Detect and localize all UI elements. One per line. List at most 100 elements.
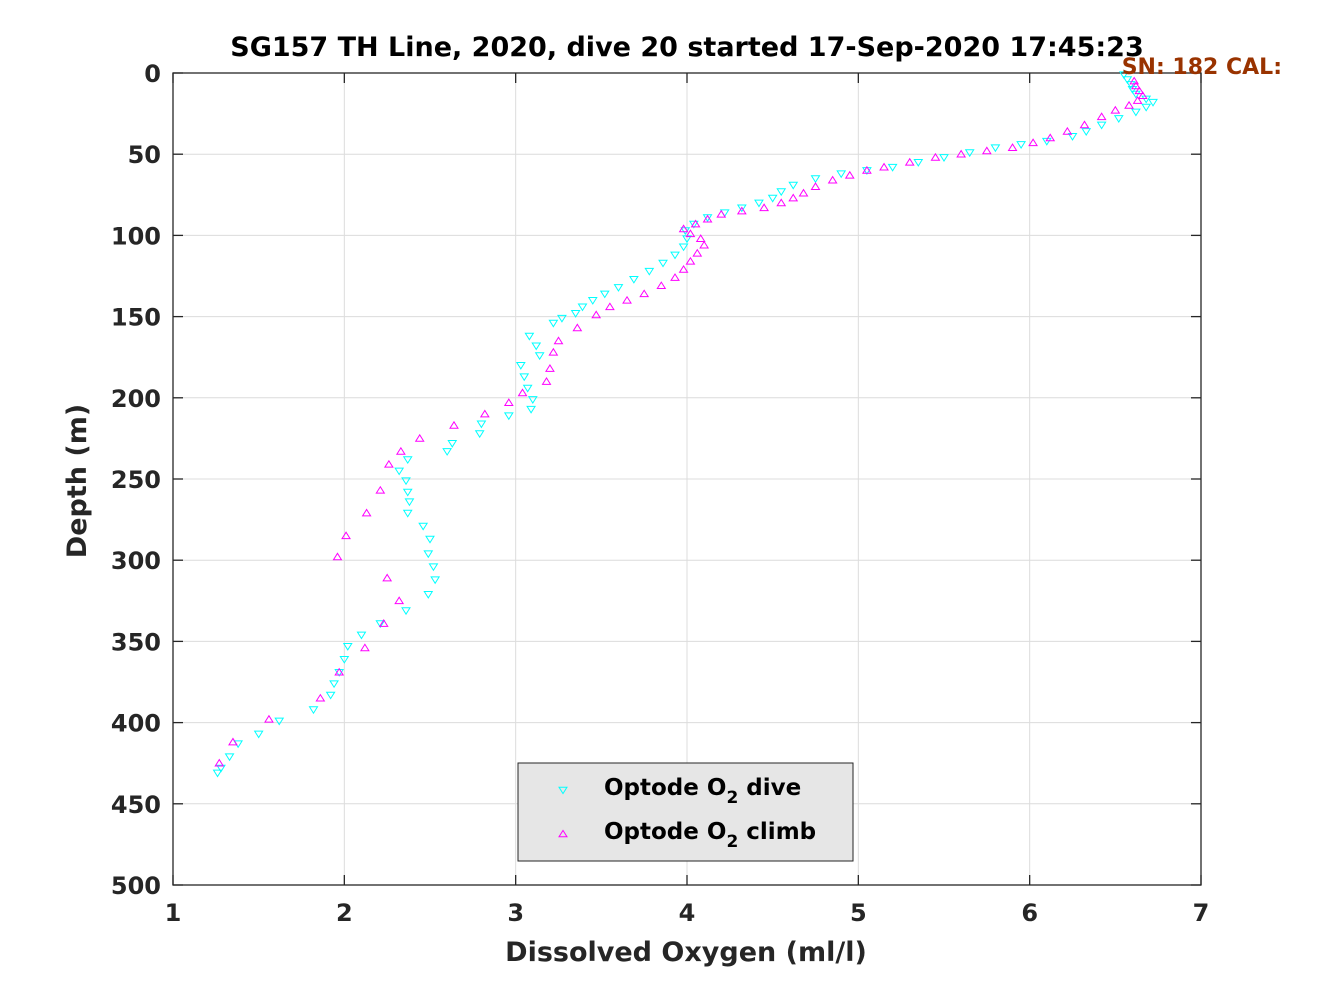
- climb-point: [394, 596, 405, 605]
- climb-point: [685, 229, 696, 238]
- climb-point: [214, 758, 225, 767]
- climb-point: [699, 240, 710, 249]
- dive-point: [404, 498, 415, 507]
- climb-point: [378, 618, 389, 627]
- y-tick-label: 200: [111, 385, 161, 413]
- series-climb-points: [214, 76, 1148, 767]
- climb-point: [798, 188, 809, 197]
- dive-point: [402, 509, 413, 518]
- legend-label-climb: Optode O2 climb: [604, 819, 816, 852]
- dive-point: [339, 655, 350, 664]
- dive-point: [736, 204, 747, 213]
- dive-point: [476, 420, 487, 429]
- dive-point: [1016, 141, 1027, 149]
- climb-point: [695, 234, 706, 242]
- x-tick-label: 7: [1193, 899, 1210, 927]
- dive-point: [342, 642, 353, 651]
- climb-point: [685, 256, 696, 265]
- climb-point: [1130, 81, 1141, 90]
- climb-point: [359, 643, 370, 652]
- climb-point: [810, 182, 821, 190]
- climb-point: [678, 264, 689, 273]
- climb-point: [956, 149, 967, 158]
- climb-point: [776, 198, 787, 207]
- dive-point: [913, 159, 924, 167]
- dive-point: [401, 477, 411, 486]
- plot-frame: [172, 72, 1202, 886]
- climb-point: [1129, 76, 1140, 85]
- dive-point: [402, 488, 413, 497]
- dive-point: [678, 243, 689, 252]
- climb-point: [670, 273, 680, 281]
- x-tick-label: 5: [850, 899, 867, 927]
- y-tick-label: 350: [111, 628, 161, 656]
- climb-point: [702, 214, 713, 223]
- climb-point: [553, 336, 564, 345]
- climb-point: [545, 364, 555, 372]
- climb-point: [1079, 120, 1090, 129]
- dive-point: [430, 576, 441, 585]
- climb-point: [334, 667, 345, 676]
- climb-point: [383, 459, 394, 468]
- dive-point: [522, 384, 533, 393]
- dive-point: [329, 680, 339, 689]
- dive-point: [810, 175, 821, 184]
- y-tick-label: 100: [111, 222, 161, 250]
- climb-point: [503, 398, 514, 406]
- dive-point: [577, 303, 588, 312]
- legend: Optode O2 dive Optode O2 climb: [517, 762, 854, 862]
- climb-point: [1007, 143, 1018, 152]
- y-tick-label: 250: [111, 466, 161, 494]
- dive-point: [524, 332, 535, 341]
- dive-point: [1081, 128, 1092, 137]
- dive-point: [224, 753, 235, 762]
- climb-point: [692, 248, 703, 257]
- climb-point: [981, 146, 992, 155]
- y-tick-label: 500: [111, 872, 161, 900]
- climb-point: [591, 310, 602, 319]
- y-tick-label: 450: [111, 791, 161, 819]
- climb-point: [844, 170, 855, 179]
- x-tick-label: 3: [507, 899, 524, 927]
- climb-point: [341, 531, 351, 540]
- climb-point: [759, 203, 770, 212]
- dive-point: [1130, 108, 1141, 117]
- dive-point: [274, 717, 285, 726]
- dive-point: [1113, 115, 1124, 124]
- climb-point: [449, 420, 459, 429]
- climb-point: [690, 219, 701, 228]
- dive-point: [402, 456, 413, 465]
- series-dive-points: [212, 71, 1158, 778]
- climb-point: [414, 433, 425, 442]
- dive-point: [394, 467, 405, 476]
- climb-point: [904, 157, 915, 166]
- dive-point: [599, 290, 610, 299]
- climb-point: [622, 295, 632, 304]
- climb-point: [1124, 100, 1134, 109]
- dive-point: [788, 181, 799, 190]
- x-tick-labels: 1 2 3 4 5 6 7: [165, 899, 1210, 927]
- dive-point: [1125, 81, 1136, 89]
- chart-title: SG157 TH Line, 2020, dive 20 started 17-…: [230, 32, 1144, 63]
- dive-point: [442, 448, 453, 456]
- climb-point: [228, 737, 238, 746]
- climb-point: [395, 446, 406, 455]
- dive-point: [1141, 95, 1152, 104]
- dive-point: [1127, 85, 1138, 94]
- dive-point: [887, 163, 898, 172]
- climb-point: [264, 714, 274, 723]
- dive-point: [658, 259, 668, 268]
- climb-point: [1028, 138, 1038, 147]
- climb-point: [382, 573, 393, 582]
- x-tick-label: 4: [679, 899, 696, 927]
- dive-point: [557, 314, 567, 323]
- dive-point: [356, 631, 367, 640]
- dive-point: [534, 352, 545, 361]
- legend-marker-climb: [558, 829, 568, 838]
- climb-point: [1045, 133, 1056, 142]
- climb-point: [678, 224, 689, 233]
- dive-point: [418, 522, 429, 531]
- legend-dive-symbol: [558, 786, 568, 795]
- x-tick-label: 6: [1021, 899, 1038, 927]
- climb-point: [479, 409, 490, 418]
